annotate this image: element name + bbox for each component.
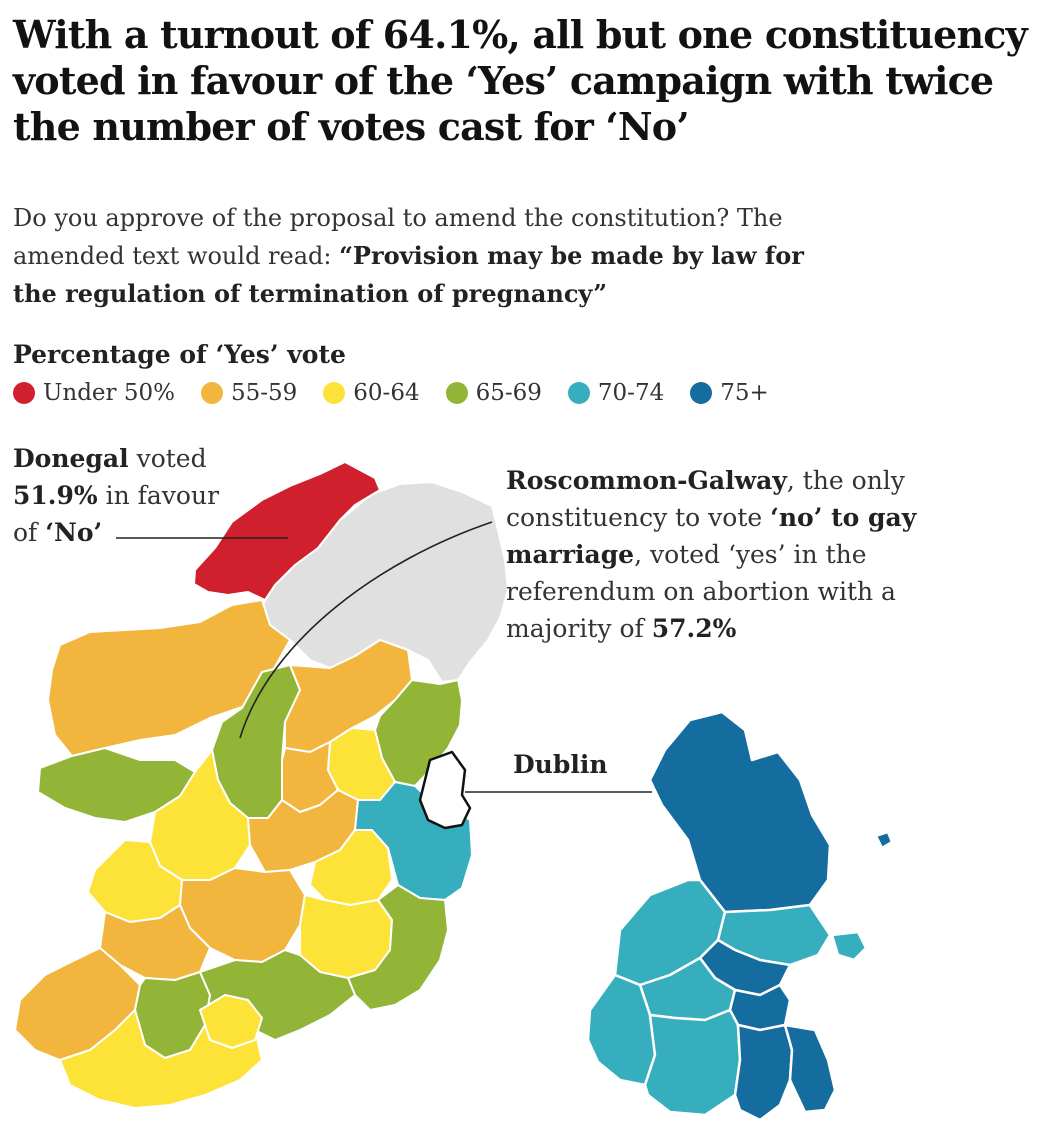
leader-lines bbox=[116, 521, 652, 793]
donegal-choice: ‘No’ bbox=[45, 518, 103, 547]
region-dublin-outline bbox=[418, 750, 472, 830]
inset-dublin-fingal bbox=[648, 710, 832, 914]
donegal-name: Donegal bbox=[13, 444, 129, 473]
dublin-label-text: Dublin bbox=[513, 750, 608, 779]
inset-howth bbox=[830, 930, 868, 962]
question-intro: Do you approve of the proposal to amend … bbox=[13, 204, 783, 270]
roscommon-leader-line bbox=[239, 521, 493, 739]
donegal-pct: 51.9% bbox=[13, 481, 98, 510]
legend-swatch bbox=[200, 382, 223, 404]
inset-dublin-south-central bbox=[643, 1008, 742, 1117]
roscommon-annotation: Roscommon-Galway, the only constituency … bbox=[506, 462, 936, 647]
region-wexford bbox=[347, 884, 449, 1011]
legend: Under 50% 55-59 60-64 65-69 70-74 75+ bbox=[13, 380, 795, 406]
legend-label: 55-59 bbox=[230, 380, 298, 406]
legend-title: Percentage of ‘Yes’ vote bbox=[13, 340, 346, 369]
legend-swatch bbox=[13, 382, 35, 404]
legend-label: 65-69 bbox=[475, 380, 542, 406]
legend-label: Under 50% bbox=[43, 380, 175, 406]
inset-dublin-rathdown bbox=[783, 1023, 837, 1114]
legend-label: 70-74 bbox=[597, 380, 665, 406]
legend-label: 75+ bbox=[720, 380, 769, 406]
amendment-quote: “Provision may be made by law for the re… bbox=[13, 241, 804, 308]
legend-item-70-74: 70-74 bbox=[567, 380, 665, 406]
legend-swatch bbox=[567, 382, 590, 404]
region-kildare-south bbox=[309, 829, 393, 906]
headline: With a turnout of 64.1%, all but one con… bbox=[13, 12, 1028, 149]
legend-label: 60-64 bbox=[353, 380, 420, 406]
donegal-text-2: in favour of bbox=[13, 481, 220, 547]
legend-swatch bbox=[323, 382, 346, 404]
legend-item-65-69: 65-69 bbox=[445, 380, 542, 406]
region-cavan-monaghan bbox=[284, 639, 413, 753]
dublin-label: Dublin bbox=[513, 746, 608, 783]
inset-dun-laoghaire bbox=[733, 1023, 794, 1122]
region-south-tipperary bbox=[199, 994, 263, 1049]
legend-swatch bbox=[690, 382, 713, 404]
roscommon-name: Roscommon-Galway bbox=[506, 466, 787, 495]
region-louth-meath bbox=[374, 679, 463, 787]
inset-island bbox=[874, 830, 894, 850]
roscommon-gay-marriage: ‘no’ to gay marriage bbox=[506, 503, 917, 569]
legend-item-75-plus: 75+ bbox=[690, 380, 769, 406]
roscommon-pct: 57.2% bbox=[651, 614, 737, 643]
donegal-text-1: voted bbox=[128, 444, 207, 473]
referendum-question: Do you approve of the proposal to amend … bbox=[13, 200, 813, 313]
roscommon-text-1: , the only constituency to vote bbox=[506, 466, 905, 532]
legend-item-55-59: 55-59 bbox=[200, 380, 298, 406]
legend-swatch bbox=[445, 382, 468, 404]
donegal-annotation: Donegal voted 51.9% in favour of ‘No’ bbox=[13, 440, 243, 551]
legend-item-60-64: 60-64 bbox=[323, 380, 420, 406]
dublin-inset bbox=[586, 710, 894, 1122]
region-donegal bbox=[193, 461, 381, 601]
legend-item-under-50: Under 50% bbox=[13, 380, 175, 406]
roscommon-text-2: , voted ‘yes’ in the referendum on abort… bbox=[506, 540, 896, 643]
